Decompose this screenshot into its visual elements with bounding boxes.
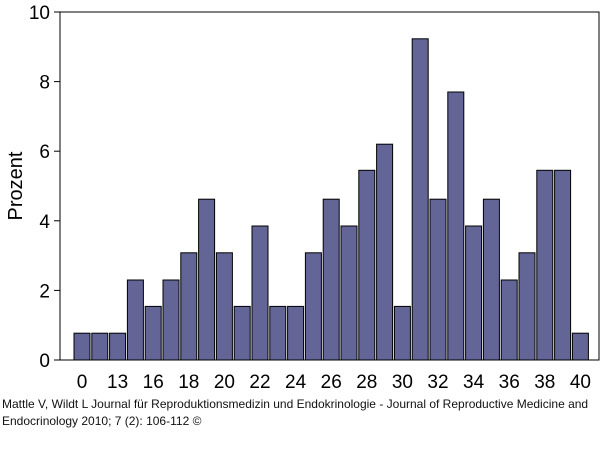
bar-25 xyxy=(304,252,322,361)
x-tick-label-20: 20 xyxy=(214,372,235,392)
y-tick-label-0: 0 xyxy=(39,351,50,372)
x-tick-label-13: 13 xyxy=(107,372,128,392)
x-tick-label-18: 18 xyxy=(178,372,199,392)
bar-26 xyxy=(322,198,340,361)
bar-13 xyxy=(109,332,127,361)
caption-line-2-text: Endocrinology 2010; 7 (2): 106-112 © xyxy=(2,414,202,428)
bar-31 xyxy=(411,38,429,361)
bar-23 xyxy=(269,305,287,361)
bar-14 xyxy=(126,279,144,361)
bars-group xyxy=(73,38,589,361)
y-tick-label-8: 8 xyxy=(39,73,50,94)
caption-line-2: Endocrinology 2010; 7 (2): 106-112 © xyxy=(2,413,598,430)
x-tick-label-36: 36 xyxy=(499,372,520,392)
bar-34 xyxy=(465,225,483,361)
bar-36 xyxy=(500,279,518,361)
bar-29 xyxy=(376,143,394,361)
y-axis: 0 2 4 6 8 10 xyxy=(29,3,60,372)
y-tick-label-2: 2 xyxy=(39,281,50,302)
bar-40 xyxy=(571,332,589,361)
x-tick-label-32: 32 xyxy=(427,372,448,392)
bar-19 xyxy=(198,198,216,361)
bar-17 xyxy=(162,279,180,361)
bar-24 xyxy=(287,305,305,361)
x-tick-label-28: 28 xyxy=(356,372,377,392)
x-tick-label-38: 38 xyxy=(534,372,555,392)
x-tick-label-30: 30 xyxy=(392,372,413,392)
bar-28 xyxy=(358,169,376,361)
bar-1 xyxy=(91,332,109,361)
x-tick-label-24: 24 xyxy=(285,372,307,392)
bar-35 xyxy=(482,198,500,361)
source-caption: Mattle V, Wildt L Journal für Reprodukti… xyxy=(2,396,598,430)
x-tick-label-34: 34 xyxy=(463,372,485,392)
bar-33 xyxy=(447,91,465,361)
bar-22 xyxy=(251,225,269,361)
bar-30 xyxy=(393,305,411,361)
x-tick-label-16: 16 xyxy=(143,372,164,392)
y-tick-label-10: 10 xyxy=(29,3,50,24)
bar-27 xyxy=(340,225,358,361)
bar-0 xyxy=(73,332,91,361)
bar-32 xyxy=(429,198,447,361)
bar-38 xyxy=(536,169,554,361)
bar-20 xyxy=(215,252,233,361)
x-tick-label-0: 0 xyxy=(77,372,88,392)
y-tick-label-6: 6 xyxy=(39,142,50,163)
y-tick-label-4: 4 xyxy=(39,212,50,233)
bar-37 xyxy=(518,252,536,361)
x-tick-label-40: 40 xyxy=(570,372,591,392)
y-axis-label: Prozent xyxy=(5,151,27,220)
x-tick-label-22: 22 xyxy=(249,372,270,392)
bar-39 xyxy=(554,169,572,361)
bar-18 xyxy=(180,252,198,361)
x-tick-label-26: 26 xyxy=(321,372,342,392)
bar-16 xyxy=(144,305,162,361)
caption-line-1: Mattle V, Wildt L Journal für Reprodukti… xyxy=(2,397,589,411)
bar-21 xyxy=(233,305,251,361)
x-axis: 0 13 16 18 20 22 24 26 28 30 32 34 36 38 40 xyxy=(77,372,591,392)
